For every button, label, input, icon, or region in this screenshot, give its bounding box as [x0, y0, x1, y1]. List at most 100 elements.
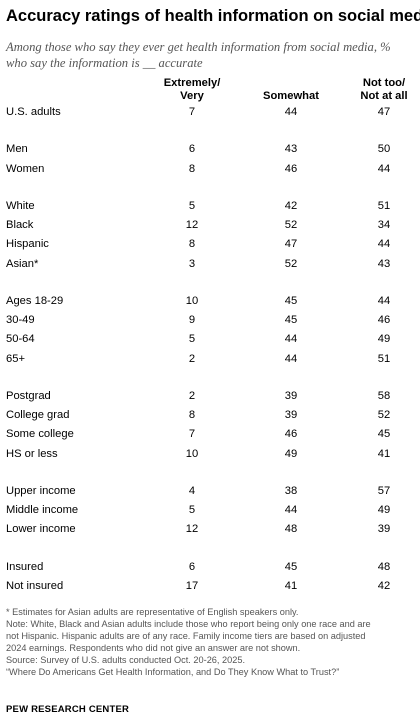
table-row: Not insured 17 41 42 — [0, 578, 420, 594]
data-table: U.S. adults 7 44 47 Men 6 43 50 Women 8 46 44 White 5… — [0, 104, 420, 594]
row-label: Asian* — [6, 257, 39, 270]
value-not-too: 41 — [377, 447, 391, 460]
table-row: 50-64 5 44 49 — [0, 331, 420, 347]
organization-name: PEW RESEARCH CENTER — [6, 704, 130, 715]
table-row: 30-49 9 45 46 — [0, 312, 420, 328]
notes: * Estimates for Asian adults are represe… — [6, 606, 418, 678]
table-row: Women 8 46 44 — [0, 161, 420, 177]
value-not-too: 44 — [377, 162, 391, 175]
table-row: Lower income 12 48 39 — [0, 521, 420, 537]
table-row: Hispanic 8 47 44 — [0, 236, 420, 252]
value-somewhat: 44 — [284, 106, 298, 118]
row-label: HS or less — [6, 447, 58, 460]
value-not-too: 49 — [377, 504, 391, 517]
row-label: Women — [6, 162, 45, 175]
column-header-extremely-very: Extremely/ Very — [147, 77, 237, 103]
value-somewhat: 52 — [284, 219, 298, 232]
table-row: 65+ 2 44 51 — [0, 351, 420, 367]
row-label: Lower income — [6, 523, 76, 536]
value-extremely-very: 2 — [188, 390, 196, 402]
value-not-too: 47 — [377, 106, 391, 118]
chart-subtitle: Among those who say they ever get health… — [6, 39, 416, 71]
note-line: Note: White, Black and Asian adults incl… — [6, 619, 371, 629]
row-label: 30-49 — [6, 314, 35, 327]
column-header-line: Not at all — [360, 90, 408, 102]
value-somewhat: 44 — [284, 504, 298, 517]
value-extremely-very: 10 — [185, 447, 199, 460]
row-label: 50-64 — [6, 333, 35, 346]
table-row: Insured 6 45 48 — [0, 559, 420, 575]
subtitle-line: Among those who say they ever get health… — [6, 40, 391, 54]
note-line: not Hispanic. Hispanic adults are of any… — [6, 631, 366, 641]
value-somewhat: 39 — [284, 390, 298, 402]
value-extremely-very: 8 — [188, 409, 196, 422]
value-extremely-very: 3 — [188, 257, 196, 270]
table-row: White 5 42 51 — [0, 198, 420, 214]
row-label: Upper income — [6, 485, 76, 497]
value-extremely-very: 17 — [185, 580, 199, 592]
value-extremely-very: 2 — [188, 352, 196, 365]
value-somewhat: 45 — [284, 314, 298, 327]
column-header-not-too: Not too/ Not at all — [339, 77, 420, 103]
value-extremely-very: 7 — [188, 428, 196, 441]
table-row: Postgrad 2 39 58 — [0, 388, 420, 404]
table-row: Ages 18-29 10 45 44 — [0, 293, 420, 309]
value-not-too: 44 — [377, 238, 391, 251]
row-label: 65+ — [6, 352, 25, 365]
row-label: U.S. adults — [6, 106, 61, 118]
value-somewhat: 43 — [284, 143, 298, 156]
value-somewhat: 39 — [284, 409, 298, 422]
column-header-line: Somewhat — [263, 90, 319, 102]
value-extremely-very: 7 — [188, 106, 196, 118]
table-row: Some college 7 46 45 — [0, 426, 420, 442]
value-extremely-very: 8 — [188, 238, 196, 251]
table-row: U.S. adults 7 44 47 — [0, 104, 420, 120]
value-extremely-very: 5 — [188, 333, 196, 346]
table-row: Upper income 4 38 57 — [0, 483, 420, 499]
table-row: Asian* 3 52 43 — [0, 256, 420, 272]
value-not-too: 48 — [377, 560, 391, 573]
row-label: Ages 18-29 — [6, 295, 64, 307]
value-somewhat: 47 — [284, 238, 298, 251]
table-row: Men 6 43 50 — [0, 141, 420, 157]
value-extremely-very: 6 — [188, 560, 196, 573]
column-header-line: Extremely/ — [163, 77, 221, 89]
column-header-line: Not too/ — [362, 77, 406, 89]
row-label: Black — [6, 219, 34, 232]
value-extremely-very: 9 — [188, 314, 196, 327]
source-line: Source: Survey of U.S. adults conducted … — [6, 655, 246, 665]
row-label: Some college — [6, 428, 74, 441]
value-not-too: 45 — [377, 428, 391, 441]
column-header-somewhat: Somewhat — [246, 90, 336, 103]
table-row: Middle income 5 44 49 — [0, 502, 420, 518]
value-somewhat: 46 — [284, 162, 298, 175]
value-not-too: 39 — [377, 523, 391, 536]
value-extremely-very: 12 — [185, 523, 199, 536]
table-row: College grad 8 39 52 — [0, 407, 420, 423]
value-not-too: 49 — [377, 333, 391, 346]
value-somewhat: 42 — [284, 200, 298, 212]
value-extremely-very: 8 — [188, 162, 196, 175]
row-label: Insured — [6, 560, 44, 573]
value-extremely-very: 5 — [188, 504, 196, 517]
table-row: HS or less 10 49 41 — [0, 446, 420, 462]
value-extremely-very: 5 — [188, 200, 196, 212]
row-label: White — [6, 200, 35, 212]
column-header-line: Very — [180, 90, 204, 102]
value-not-too: 51 — [377, 352, 391, 365]
value-extremely-very: 6 — [188, 143, 196, 156]
row-label: Men — [6, 143, 28, 156]
note-line: 2024 earnings. Respondents who did not g… — [6, 643, 301, 653]
footnote: * Estimates for Asian adults are represe… — [6, 607, 299, 617]
row-label: Postgrad — [6, 390, 51, 402]
value-not-too: 44 — [377, 295, 391, 307]
row-label: Not insured — [6, 580, 64, 592]
chart-title: Accuracy ratings of health information o… — [6, 7, 420, 25]
value-extremely-very: 4 — [188, 485, 196, 497]
value-not-too: 34 — [377, 219, 391, 232]
value-not-too: 52 — [377, 409, 391, 422]
value-somewhat: 52 — [284, 257, 298, 270]
value-somewhat: 45 — [284, 560, 298, 573]
value-somewhat: 46 — [284, 428, 298, 441]
value-somewhat: 49 — [284, 447, 298, 460]
